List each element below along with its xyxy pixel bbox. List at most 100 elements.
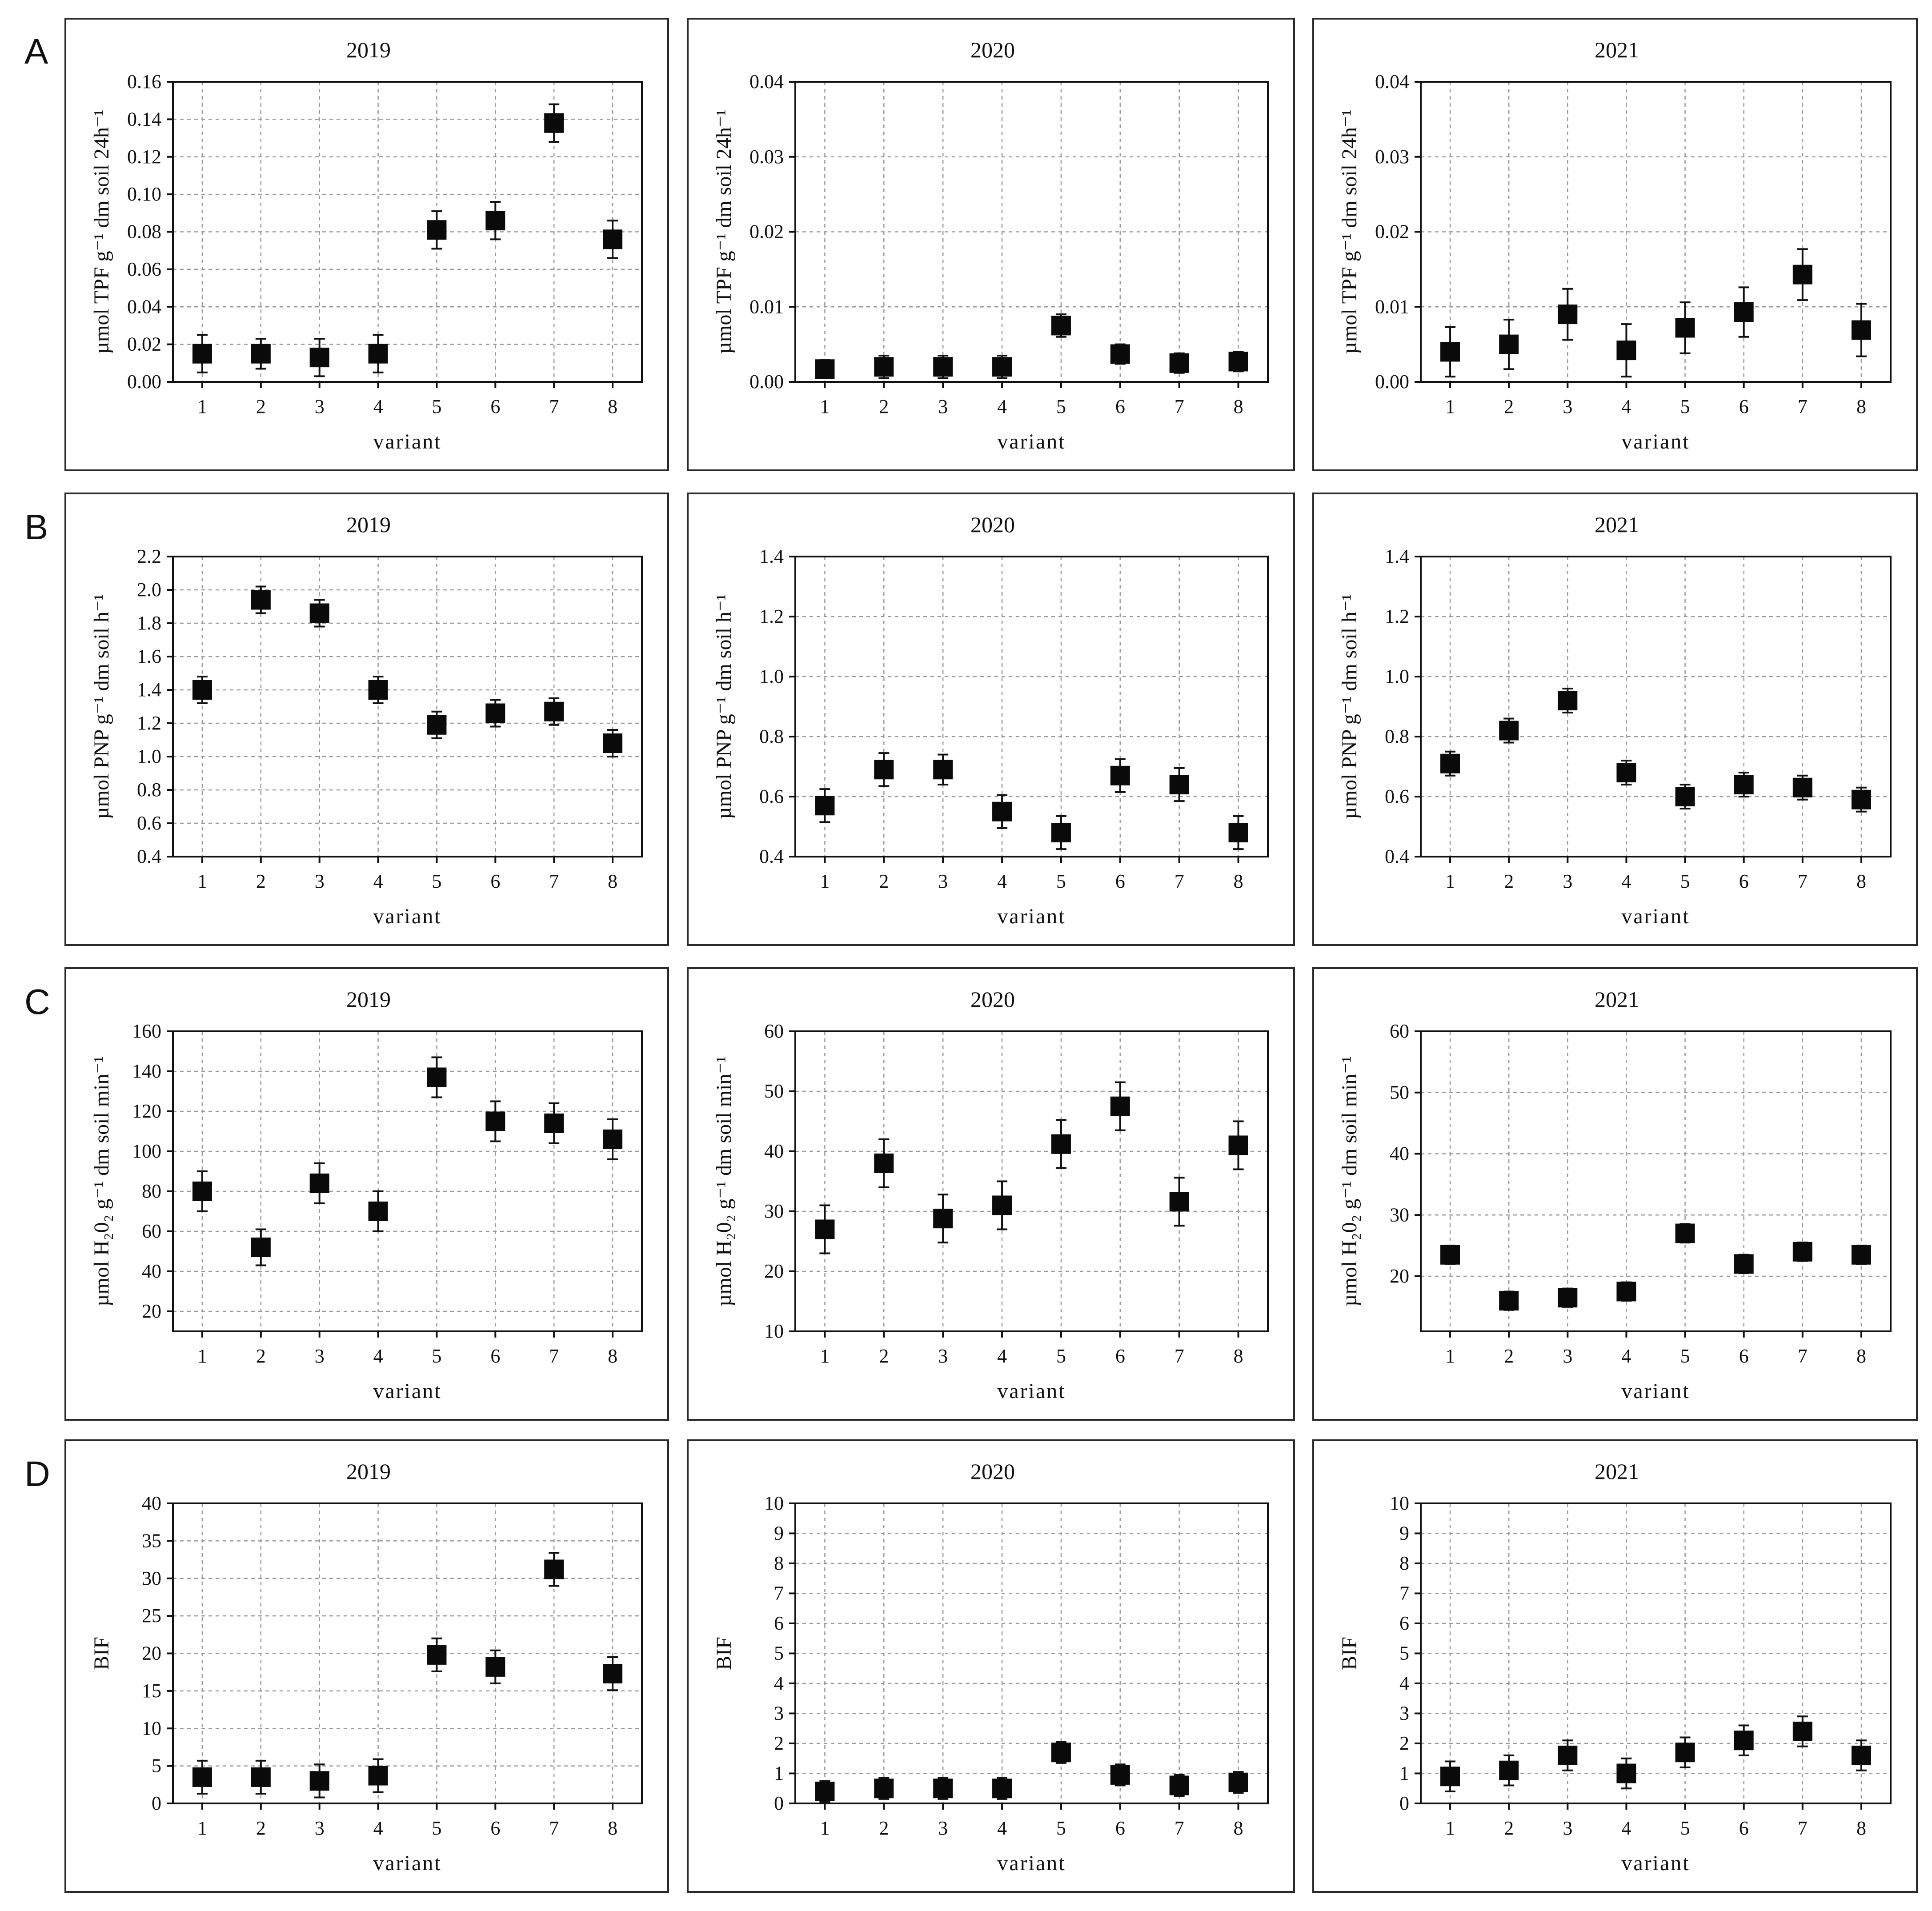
x-tick-label: 8 — [1856, 1817, 1866, 1839]
y-tick-label: 0.03 — [750, 146, 784, 168]
x-tick-label: 3 — [938, 1345, 948, 1367]
y-tick-label: 7 — [774, 1582, 784, 1604]
x-tick-label: 3 — [1563, 1817, 1572, 1839]
y-tick-label: 40 — [142, 1492, 161, 1514]
x-tick-label: 7 — [1174, 1817, 1184, 1839]
y-tick-label: 20 — [142, 1643, 161, 1664]
chart-svg: 20 30 40 50 60 1 2 3 4 5 6 7 8 2021 variant µmol H₂0₂ g… — [1338, 987, 1892, 1403]
panel-a-2019: 0.00 0.02 0.04 0.06 0.08 0.10 0.12 0.14 0.16 1 2 3 4… — [64, 18, 669, 471]
y-tick-label: 0.10 — [127, 183, 161, 205]
y-tick-label: 0.02 — [127, 333, 161, 355]
y-tick-label: 0.00 — [750, 371, 784, 393]
y-tick-label: 1.8 — [137, 612, 161, 634]
y-axis-label: µmol PNP g⁻¹ dm soil h⁻¹ — [90, 594, 113, 819]
y-tick-label: 20 — [1390, 1265, 1409, 1287]
data-point — [1792, 1242, 1812, 1262]
x-tick-label: 2 — [256, 1817, 266, 1839]
y-tick-label: 140 — [132, 1060, 161, 1082]
x-tick-label: 7 — [549, 1817, 559, 1839]
data-point — [1440, 1245, 1460, 1265]
chart-svg: 0 1 2 3 4 5 6 7 8 9 10 1 2 3 4 5 6 7 8 2021 variant BIF — [1338, 1459, 1892, 1875]
plot-frame — [794, 556, 1269, 857]
y-tick-label: 0.8 — [137, 779, 161, 801]
y-tick-label: 0.12 — [127, 146, 161, 168]
x-tick-label: 5 — [432, 396, 441, 417]
data-point — [1851, 789, 1871, 809]
x-tick-label: 2 — [879, 1345, 889, 1367]
y-tick-label: 1.6 — [137, 645, 161, 667]
x-tick-label: 3 — [938, 870, 948, 892]
y-tick-label: 35 — [142, 1530, 161, 1551]
data-point — [1734, 1254, 1754, 1274]
x-tick-label: 6 — [1739, 396, 1749, 417]
x-tick-label: 8 — [1856, 396, 1866, 417]
x-tick-label: 6 — [1739, 1817, 1749, 1839]
x-tick-label: 3 — [1563, 1345, 1572, 1367]
x-tick-label: 6 — [1115, 1817, 1125, 1839]
y-tick-label: 0.8 — [1385, 725, 1409, 747]
x-axis-label: variant — [997, 905, 1066, 928]
y-tick-label: 60 — [1390, 1020, 1409, 1042]
data-point — [1734, 775, 1754, 794]
data-point — [1792, 1722, 1812, 1741]
plot-frame — [1420, 556, 1892, 857]
data-point — [309, 1771, 329, 1791]
panel-b-2019: 0.4 0.6 0.8 1.0 1.2 1.4 1.6 1.8 2.0 2.2 1 2 3 4 5 6 7 8 20… — [64, 493, 669, 946]
panel-b-2021: 0.4 0.6 0.8 1.0 1.2 1.4 1 2 3 4 5 6 7 8 2021 variant µmo… — [1312, 493, 1918, 946]
x-tick-label: 3 — [315, 870, 325, 892]
chart-title: 2020 — [970, 1459, 1015, 1484]
y-tick-label: 2 — [1399, 1732, 1409, 1754]
x-tick-label: 1 — [197, 396, 207, 417]
x-tick-label: 8 — [608, 1345, 617, 1367]
data-point — [251, 590, 271, 610]
data-point — [1851, 1746, 1871, 1765]
panel-d-2020: 0 1 2 3 4 5 6 7 8 9 10 1 2 3 4 5 6 7 8 2020 variant BIF — [687, 1439, 1295, 1893]
x-tick-label: 5 — [1680, 1817, 1690, 1839]
y-tick-label: 0.4 — [759, 845, 784, 867]
x-tick-label: 1 — [1445, 870, 1455, 892]
x-axis-label: variant — [1621, 905, 1690, 928]
data-point — [1110, 344, 1130, 364]
y-axis-label: µmol TPF g⁻¹ dm soil 24h⁻¹ — [90, 109, 113, 354]
x-tick-label: 3 — [938, 396, 948, 417]
chart-title: 2021 — [1595, 1459, 1639, 1484]
x-tick-label: 7 — [1798, 870, 1808, 892]
y-tick-label: 0.04 — [127, 296, 161, 317]
x-tick-label: 3 — [315, 396, 325, 417]
x-tick-label: 4 — [373, 1817, 383, 1839]
y-tick-label: 60 — [142, 1220, 161, 1242]
chart-title: 2019 — [346, 37, 391, 62]
plot-frame — [1420, 1030, 1892, 1332]
x-tick-label: 7 — [549, 1345, 559, 1367]
y-axis-label: BIF — [712, 1637, 736, 1670]
data-point — [1110, 1765, 1130, 1785]
y-tick-label: 50 — [1390, 1082, 1409, 1103]
data-point — [933, 760, 953, 780]
chart-title: 2019 — [346, 512, 391, 537]
data-point — [1440, 342, 1460, 362]
y-tick-label: 25 — [142, 1605, 161, 1627]
plot-frame — [172, 556, 643, 857]
data-point — [933, 1779, 953, 1799]
data-point — [192, 1767, 212, 1787]
data-point — [544, 113, 564, 133]
data-point — [251, 344, 271, 364]
plot-frame — [172, 1030, 643, 1332]
data-point — [1675, 1743, 1695, 1763]
y-tick-label: 4 — [1399, 1672, 1409, 1694]
y-tick-label: 10 — [764, 1320, 784, 1342]
data-point — [544, 1114, 564, 1133]
x-tick-label: 6 — [490, 870, 500, 892]
y-tick-label: 1.4 — [137, 679, 161, 701]
x-axis-label: variant — [1621, 430, 1690, 453]
x-tick-label: 6 — [1739, 870, 1749, 892]
panel-c-2019: 20 40 60 80 100 120 140 160 1 2 3 4 5 6 7 8 2019 variant µ… — [64, 967, 669, 1421]
x-tick-label: 3 — [315, 1345, 325, 1367]
data-point — [1675, 318, 1695, 338]
y-tick-label: 6 — [774, 1612, 784, 1634]
y-axis-label: µmol H₂0₂ g⁻¹ dm soil min⁻¹ — [712, 1056, 736, 1306]
chart-svg: 0.4 0.6 0.8 1.0 1.2 1.4 1.6 1.8 2.0 2.2 1 2 3 4 5 6 7 8 20… — [90, 512, 643, 928]
data-point — [1228, 1135, 1248, 1155]
x-tick-label: 2 — [879, 1817, 889, 1839]
y-tick-label: 0.00 — [127, 371, 161, 393]
